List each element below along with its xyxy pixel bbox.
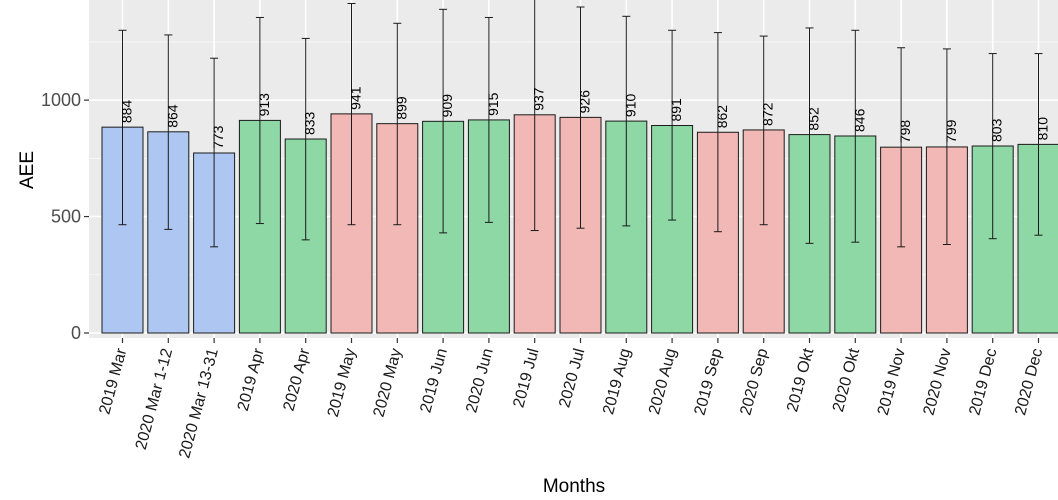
data-label: 915 [485, 92, 501, 116]
data-label: 913 [256, 93, 272, 117]
data-label: 910 [622, 94, 638, 118]
x-tick-label: 2019 Mar [96, 346, 130, 416]
x-tick-label: 2020 Aug [646, 347, 680, 417]
data-labels-group: 884 864 773 913 833 941 899 909 915 937 926 910 891 8… [119, 86, 1051, 149]
data-label: 941 [348, 86, 364, 110]
x-tick-label: 2019 Nov [875, 347, 909, 418]
x-tick-label: 2020 Okt [830, 346, 863, 414]
x-tick-label: 2020 Mar 1-12 [133, 347, 176, 452]
x-tick-label: 2019 Dec [966, 347, 1000, 418]
data-label: 803 [989, 118, 1005, 142]
y-tick-label: 1000 [41, 90, 81, 110]
x-tick-label: 2019 Aug [600, 347, 634, 417]
data-label: 864 [164, 104, 180, 128]
data-label: 937 [531, 87, 547, 111]
x-axis-title: Months [543, 476, 605, 497]
y-tick-label: 0 [71, 323, 81, 343]
data-label: 891 [668, 98, 684, 122]
data-label: 810 [1035, 117, 1051, 141]
data-label: 799 [943, 119, 959, 143]
x-tick-label: 2020 Mar 13-31 [176, 347, 222, 461]
data-label: 846 [851, 108, 867, 132]
y-axis-title: AEE [17, 151, 38, 189]
data-label: 926 [577, 90, 593, 114]
x-tick-label: 2019 May [325, 347, 360, 419]
data-label: 852 [806, 107, 822, 131]
x-tick-label: 2020 Nov [921, 347, 955, 418]
x-tick-label: 2019 Apr [235, 346, 268, 413]
y-axis: 0 500 1000 [41, 90, 89, 343]
data-label: 773 [210, 125, 226, 149]
data-label: 798 [897, 120, 913, 144]
x-tick-label: 2019 Okt [784, 346, 817, 414]
x-tick-label: 2020 Jun [463, 347, 496, 415]
x-tick-label: 2020 May [371, 347, 406, 419]
x-tick-label: 2020 Dec [1012, 347, 1046, 418]
x-tick-label: 2019 Jun [418, 347, 451, 415]
x-tick-label: 2019 Sep [692, 347, 726, 418]
x-axis: 2019 Mar 2020 Mar 1-12 2020 Mar 13-31 2019 … [96, 338, 1046, 460]
data-label: 872 [760, 102, 776, 126]
data-label: 884 [119, 100, 135, 124]
x-tick-label: 2020 Jul [556, 347, 588, 410]
x-tick-label: 2020 Sep [737, 347, 771, 418]
data-label: 899 [393, 96, 409, 120]
x-tick-label: 2019 Jul [510, 347, 542, 410]
data-label: 909 [439, 94, 455, 118]
error-bars-group [118, 0, 1043, 248]
data-label: 833 [302, 111, 318, 135]
y-tick-label: 500 [51, 207, 81, 227]
data-label: 862 [714, 105, 730, 129]
x-tick-label: 2020 Apr [281, 346, 314, 413]
